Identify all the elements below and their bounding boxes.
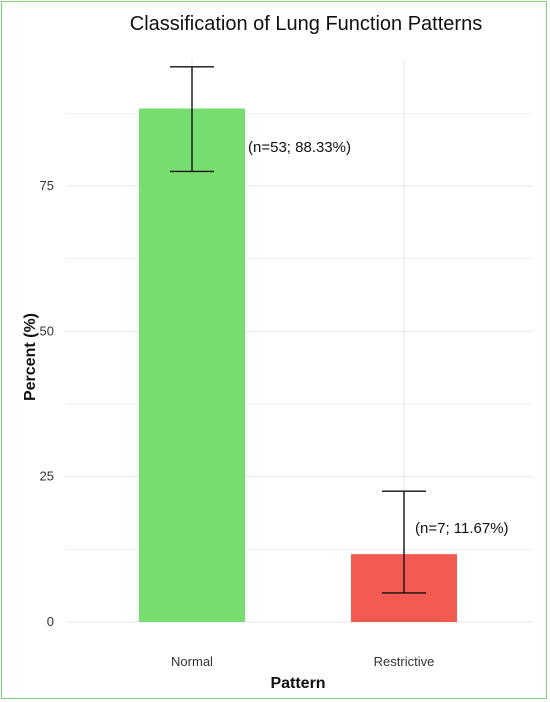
- data-label-restrictive: (n=7; 11.67%): [415, 520, 509, 537]
- y-tick-label: 75: [40, 178, 54, 193]
- error-bar-restrictive: [382, 490, 426, 594]
- x-tick-label: Restrictive: [374, 654, 435, 669]
- y-tick-label: 50: [40, 323, 54, 338]
- data-labels: (n=53; 88.33%) (n=7; 11.67%): [248, 139, 509, 537]
- data-label-normal: (n=53; 88.33%): [248, 139, 351, 156]
- y-axis-ticks: 0 25 50 75: [40, 178, 54, 629]
- y-axis-title: Percent (%): [22, 313, 39, 401]
- bars: [139, 108, 457, 622]
- y-tick-label: 25: [40, 469, 54, 484]
- x-axis-ticks: Normal Restrictive: [171, 654, 434, 669]
- x-tick-label: Normal: [171, 654, 213, 669]
- chart-title: Classification of Lung Function Patterns: [130, 13, 482, 35]
- bar-normal: [139, 108, 245, 622]
- y-tick-label: 0: [47, 614, 54, 629]
- x-axis-title: Pattern: [270, 675, 325, 692]
- error-bars: [170, 66, 426, 594]
- error-bar-normal: [170, 66, 214, 173]
